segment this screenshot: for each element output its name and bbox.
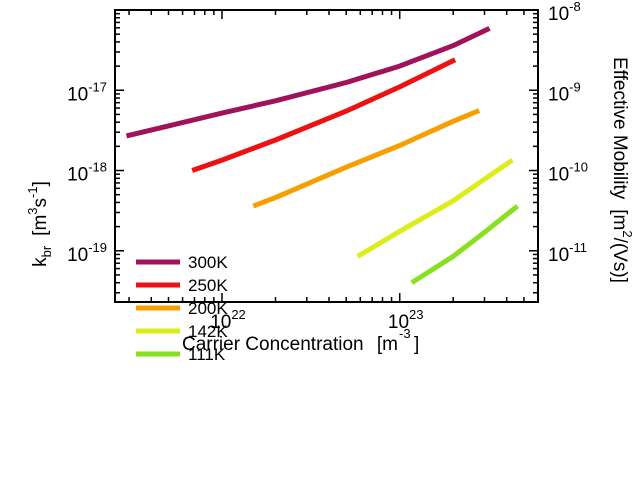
- series-layer: [125, 26, 520, 285]
- legend-label-250K: 250K: [188, 276, 228, 295]
- y2-tick-label: 10-9: [548, 79, 581, 105]
- major-ticks: [115, 9, 538, 302]
- svg-text:Effective Mobility[m2/(Vs)]: Effective Mobility [m2/(Vs)]: [609, 57, 635, 283]
- y-left-title-sup2: -1: [25, 186, 40, 198]
- series-line-142K: [356, 158, 514, 259]
- y-left-title-unit-close: ]: [30, 181, 51, 186]
- series-line-300K: [125, 26, 491, 139]
- y-left-title-unit-open: [m: [30, 215, 51, 236]
- y-tick-label: 10-19: [67, 240, 107, 266]
- legend-label-300K: 300K: [188, 253, 228, 272]
- legend-label-111K: 111K: [188, 345, 226, 364]
- y-right-title-sup: 2: [620, 230, 635, 237]
- y-tick-label: 10-18: [67, 160, 107, 186]
- y-right-title-unit-open: [m: [609, 209, 630, 230]
- x-axis-unit-sup: -3: [399, 326, 411, 341]
- x-tick-label: 1022: [210, 307, 246, 333]
- y-right-title-main: Effective Mobility: [609, 57, 630, 200]
- y2-tick-label: 10-11: [548, 240, 587, 266]
- x-axis-title-main: Carrier Concentration: [182, 334, 364, 355]
- x-axis-title-unit-open: [m: [377, 334, 398, 355]
- legend-label-142K: 142K: [188, 322, 228, 341]
- y-left-title-sup1: 3: [25, 207, 40, 214]
- y2-tick-label: 10-10: [548, 160, 588, 186]
- plot-frame: [114, 9, 539, 303]
- series-line-200K: [252, 108, 481, 209]
- y2-tick-label: 10-8: [548, 0, 581, 25]
- y-right-title-unit-close: /(Vs)]: [609, 238, 630, 283]
- series-line-111K: [410, 204, 520, 285]
- legend-label-200K: 200K: [188, 299, 228, 318]
- x-axis-unit-close: ]: [414, 334, 419, 355]
- y-axis-left-title: kbr [m3s-1]: [25, 181, 54, 267]
- y-axis-right-title: Effective Mobility [m2/(Vs)]: [609, 57, 635, 283]
- y-tick-label: 10-17: [67, 79, 107, 105]
- y-left-title-mid: s: [30, 198, 51, 208]
- x-axis-title: Carrier Concentration [m: [182, 334, 398, 355]
- y-left-title-sub: br: [39, 245, 54, 257]
- minor-ticks: [115, 10, 539, 302]
- legend: 300K 250K 200K 142K 111K: [136, 253, 228, 364]
- series-line-250K: [191, 57, 457, 173]
- svg-text:kbr[m3s-1]: kbr [m3s-1]: [25, 181, 54, 267]
- y-left-title-main: k: [30, 257, 51, 267]
- x-tick-label: 1023: [388, 307, 424, 333]
- tick-labels: 1022 1023 10-19 10-18 10-17 10-11 10-10 10-9 10-…: [67, 0, 588, 333]
